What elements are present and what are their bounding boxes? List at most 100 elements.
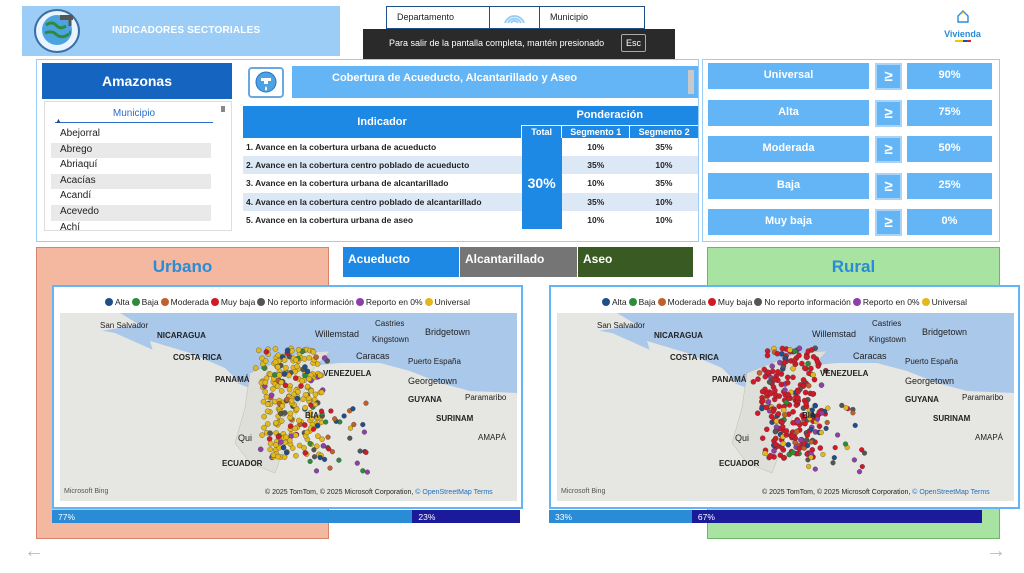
municipality-marker[interactable] [283, 365, 289, 371]
municipality-marker[interactable] [306, 355, 312, 361]
municipality-marker[interactable] [341, 413, 347, 419]
municipality-marker[interactable] [354, 460, 360, 466]
municipality-marker[interactable] [781, 407, 787, 413]
municipality-marker[interactable] [773, 424, 780, 430]
municipality-marker[interactable] [780, 440, 786, 447]
legend-item[interactable]: No reporto información [257, 297, 354, 307]
municipality-marker[interactable] [772, 387, 778, 394]
municipality-item[interactable]: Abriaquí [60, 159, 98, 171]
municipality-marker[interactable] [308, 387, 315, 394]
municipality-marker[interactable] [276, 372, 283, 378]
municipality-marker[interactable] [810, 391, 816, 397]
municipality-marker[interactable] [293, 406, 300, 412]
municipality-marker[interactable] [273, 420, 279, 426]
municipality-marker[interactable] [329, 449, 335, 455]
municipality-marker[interactable] [306, 376, 312, 382]
legend-item[interactable]: Muy baja [707, 297, 752, 307]
municipality-marker[interactable] [295, 388, 301, 395]
municipality-marker[interactable] [856, 469, 863, 475]
municipality-marker[interactable] [287, 410, 294, 417]
municipality-marker[interactable] [278, 379, 285, 386]
acueducto-button[interactable]: Acueducto [343, 247, 459, 277]
municipality-marker[interactable] [802, 420, 808, 427]
municipality-marker[interactable] [262, 379, 269, 386]
municipality-marker[interactable] [808, 365, 814, 372]
municipality-marker[interactable] [304, 429, 310, 436]
municipality-marker[interactable] [830, 460, 836, 466]
legend-item[interactable]: Muy baja [210, 297, 255, 307]
municipality-marker[interactable] [263, 393, 270, 400]
municipality-marker[interactable] [795, 418, 801, 425]
municipality-marker[interactable] [272, 346, 279, 352]
municipality-marker[interactable] [278, 418, 285, 424]
municipality-marker[interactable] [347, 425, 354, 431]
legend-item[interactable]: Moderada [657, 297, 706, 307]
municipality-marker[interactable] [292, 425, 298, 432]
alcantarillado-button[interactable]: Alcantarillado [460, 247, 577, 277]
municipality-marker[interactable] [759, 388, 766, 395]
municipality-marker[interactable] [275, 434, 282, 440]
legend-item[interactable]: Reporto en 0% [852, 297, 920, 307]
municipality-marker[interactable] [257, 446, 264, 453]
municipality-marker[interactable] [772, 441, 779, 448]
municipality-marker[interactable] [280, 444, 287, 451]
municipality-marker[interactable] [802, 365, 808, 371]
municipality-marker[interactable] [800, 415, 807, 421]
municipality-marker[interactable] [784, 374, 791, 381]
municipality-marker[interactable] [299, 378, 305, 384]
municipality-marker[interactable] [842, 441, 849, 447]
municipality-marker[interactable] [304, 383, 311, 390]
municipality-marker[interactable] [796, 345, 803, 352]
municipality-marker[interactable] [325, 434, 331, 440]
municipality-marker[interactable] [790, 420, 796, 426]
municipality-marker[interactable] [809, 412, 815, 418]
municipality-marker[interactable] [852, 422, 858, 428]
municipality-marker[interactable] [326, 446, 332, 452]
municipality-marker[interactable] [311, 447, 317, 453]
municipality-marker[interactable] [799, 360, 805, 367]
municipality-marker[interactable] [811, 376, 818, 383]
municipality-marker[interactable] [775, 411, 782, 417]
municipality-marker[interactable] [363, 449, 369, 455]
municipality-marker[interactable] [790, 449, 796, 456]
legend-item[interactable]: Universal [921, 297, 967, 307]
municipality-marker[interactable] [317, 372, 323, 379]
municipality-marker[interactable] [771, 448, 777, 454]
municipality-marker[interactable] [791, 357, 798, 364]
municipality-marker[interactable] [861, 450, 868, 456]
municipality-marker[interactable] [750, 379, 757, 385]
municipality-marker[interactable] [808, 426, 814, 432]
municipality-marker[interactable] [315, 433, 321, 439]
municipality-marker[interactable] [284, 396, 290, 403]
municipality-marker[interactable] [825, 405, 831, 411]
municipality-item[interactable]: Acevedo [51, 204, 211, 221]
municipality-marker[interactable] [314, 361, 321, 367]
municipality-marker[interactable] [794, 428, 800, 435]
municipality-marker[interactable] [363, 400, 369, 406]
municipality-marker[interactable] [796, 445, 802, 452]
municipality-marker[interactable] [264, 421, 271, 427]
municipality-marker[interactable] [307, 441, 313, 447]
municipality-marker[interactable] [261, 424, 267, 431]
municipality-marker[interactable] [361, 429, 367, 435]
urbano-map[interactable]: Alta Baja Moderada Muy baja No reporto infor… [52, 285, 523, 509]
municipality-marker[interactable] [843, 405, 849, 411]
municipality-marker[interactable] [281, 454, 288, 460]
municipality-marker[interactable] [761, 366, 768, 373]
municipality-marker[interactable] [313, 354, 319, 360]
municipality-marker[interactable] [264, 401, 271, 408]
municipality-marker[interactable] [785, 441, 792, 448]
municipality-marker[interactable] [287, 437, 293, 444]
municipality-marker[interactable] [787, 347, 793, 353]
municipality-slicer[interactable]: Municipio ▲ Abejorral Abrego Abriaquí Acací… [44, 101, 232, 231]
municipality-marker[interactable] [763, 404, 770, 411]
municipality-marker[interactable] [318, 419, 325, 426]
municipality-marker[interactable] [260, 398, 267, 405]
municipality-marker[interactable] [832, 445, 838, 451]
municipality-marker[interactable] [765, 399, 772, 405]
arrow-left-icon[interactable]: ← [24, 540, 44, 562]
legend-item[interactable]: No reporto información [754, 297, 851, 307]
municipality-marker[interactable] [283, 434, 289, 440]
municipality-marker[interactable] [805, 442, 811, 449]
municipality-marker[interactable] [274, 383, 281, 390]
